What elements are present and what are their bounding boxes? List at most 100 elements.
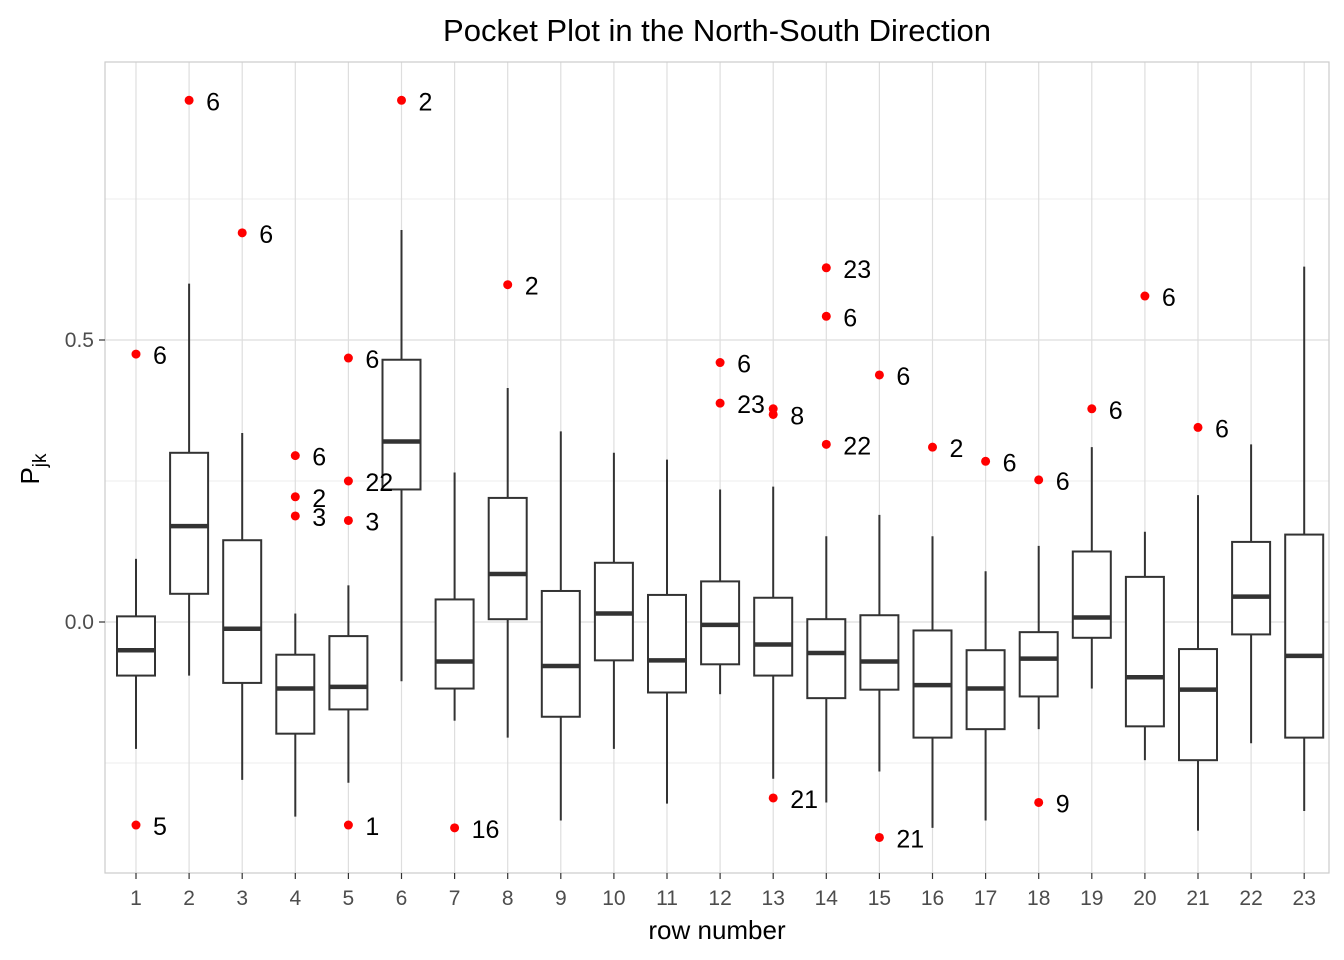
outlier-label: 6 bbox=[1109, 397, 1123, 425]
box-iqr bbox=[328, 635, 369, 711]
box-iqr bbox=[540, 589, 581, 718]
box-row-6 bbox=[381, 230, 422, 682]
outlier-point bbox=[290, 511, 300, 521]
outlier-label: 16 bbox=[472, 816, 500, 844]
box-iqr bbox=[116, 615, 156, 677]
outlier-label: 6 bbox=[259, 221, 273, 249]
box-iqr bbox=[647, 593, 687, 694]
x-tick-label: 18 bbox=[1027, 887, 1050, 910]
outlier-label: 6 bbox=[737, 351, 751, 379]
panel-border bbox=[104, 61, 1330, 874]
outlier-point bbox=[1034, 475, 1044, 485]
outlier-label: 6 bbox=[1215, 415, 1229, 443]
box-iqr bbox=[806, 618, 847, 700]
box-iqr bbox=[381, 358, 422, 491]
outlier-label: 6 bbox=[312, 444, 326, 472]
outlier-point bbox=[450, 823, 460, 833]
outlier-label: 2 bbox=[419, 88, 433, 116]
outlier-label: 6 bbox=[365, 346, 379, 374]
outlier-point bbox=[715, 398, 725, 408]
x-tick-label: 9 bbox=[555, 887, 567, 910]
box-row-7 bbox=[434, 472, 475, 721]
outlier-point bbox=[343, 820, 353, 830]
outlier-point bbox=[397, 95, 406, 105]
outlier-point bbox=[874, 832, 884, 842]
outlier-point bbox=[928, 442, 937, 452]
box-iqr bbox=[1018, 631, 1059, 698]
outlier-point bbox=[768, 793, 778, 803]
x-tick-label: 10 bbox=[602, 887, 625, 910]
box-row-11 bbox=[647, 459, 687, 804]
y-axis-ticks: 0.0 0.5 bbox=[65, 329, 105, 634]
box-row-4 bbox=[275, 613, 316, 817]
outlier-label: 6 bbox=[1162, 284, 1176, 312]
x-tick-label: 23 bbox=[1293, 887, 1316, 910]
x-tick-label: 17 bbox=[974, 887, 997, 910]
box-iqr bbox=[1178, 648, 1218, 762]
x-axis-ticks: 1 2 3 4 5 6 7 8 9 10 11 12 13 14 15 16 17 18 19 20 21 22 23 bbox=[130, 873, 1316, 910]
outlier-point bbox=[821, 311, 831, 321]
outlier-label: 6 bbox=[1056, 468, 1070, 496]
outlier-label: 6 bbox=[1003, 449, 1017, 477]
x-tick-label: 22 bbox=[1239, 887, 1262, 910]
box-row-12 bbox=[700, 489, 741, 695]
box-iqr bbox=[859, 614, 900, 691]
box-row-14 bbox=[806, 536, 847, 803]
outlier-point bbox=[184, 95, 194, 105]
x-tick-label: 6 bbox=[396, 887, 408, 910]
box-iqr bbox=[487, 496, 528, 621]
box-iqr bbox=[434, 598, 475, 690]
outlier-point bbox=[768, 409, 778, 419]
outlier-point bbox=[1140, 291, 1150, 301]
outlier-label: 6 bbox=[206, 88, 220, 116]
x-tick-label: 7 bbox=[449, 887, 461, 910]
y-axis-title-sub: jk bbox=[30, 453, 51, 468]
outlier-point bbox=[503, 280, 513, 290]
outlier-point bbox=[131, 349, 141, 359]
outlier-label: 2 bbox=[525, 273, 539, 301]
outlier-label: 8 bbox=[790, 402, 804, 430]
y-tick-label: 0.5 bbox=[65, 329, 94, 352]
x-tick-label: 3 bbox=[236, 887, 248, 910]
outlier-label: 6 bbox=[843, 304, 857, 332]
x-tick-label: 14 bbox=[815, 887, 839, 910]
outlier-label: 21 bbox=[790, 786, 818, 814]
outlier-label: 6 bbox=[153, 342, 167, 370]
outlier-point bbox=[343, 515, 353, 525]
outlier-point bbox=[131, 820, 141, 830]
outlier-label: 22 bbox=[843, 432, 871, 460]
x-tick-label: 5 bbox=[343, 887, 355, 910]
outlier-point bbox=[821, 263, 831, 273]
box-row-22 bbox=[1231, 444, 1272, 744]
boxplots bbox=[116, 230, 1325, 831]
box-row-3 bbox=[222, 433, 263, 780]
x-tick-label: 11 bbox=[656, 887, 678, 910]
outlier-label: 6 bbox=[896, 363, 910, 391]
outlier-point bbox=[1034, 797, 1044, 807]
outlier-point bbox=[981, 456, 991, 466]
box-row-23 bbox=[1284, 266, 1325, 811]
box-row-13 bbox=[753, 486, 794, 779]
box-iqr bbox=[753, 596, 794, 677]
outlier-label: 1 bbox=[365, 813, 379, 841]
outlier-point bbox=[1087, 404, 1097, 414]
box-row-8 bbox=[487, 387, 528, 738]
outlier-label: 22 bbox=[365, 469, 393, 497]
x-tick-label: 16 bbox=[921, 887, 944, 910]
box-iqr bbox=[1124, 575, 1165, 728]
x-tick-label: 2 bbox=[183, 887, 195, 910]
x-tick-label: 4 bbox=[289, 887, 301, 910]
x-tick-label: 21 bbox=[1186, 887, 1209, 910]
outlier-label: 2 bbox=[312, 485, 326, 513]
y-axis-title: Pjk bbox=[15, 453, 51, 485]
box-row-2 bbox=[169, 283, 210, 676]
x-tick-label: 15 bbox=[868, 887, 891, 910]
box-row-19 bbox=[1071, 447, 1112, 689]
outlier-point bbox=[237, 228, 247, 238]
box-row-5 bbox=[328, 585, 369, 783]
box-row-15 bbox=[859, 514, 900, 772]
outlier-point bbox=[343, 353, 353, 363]
box-iqr bbox=[169, 451, 210, 595]
